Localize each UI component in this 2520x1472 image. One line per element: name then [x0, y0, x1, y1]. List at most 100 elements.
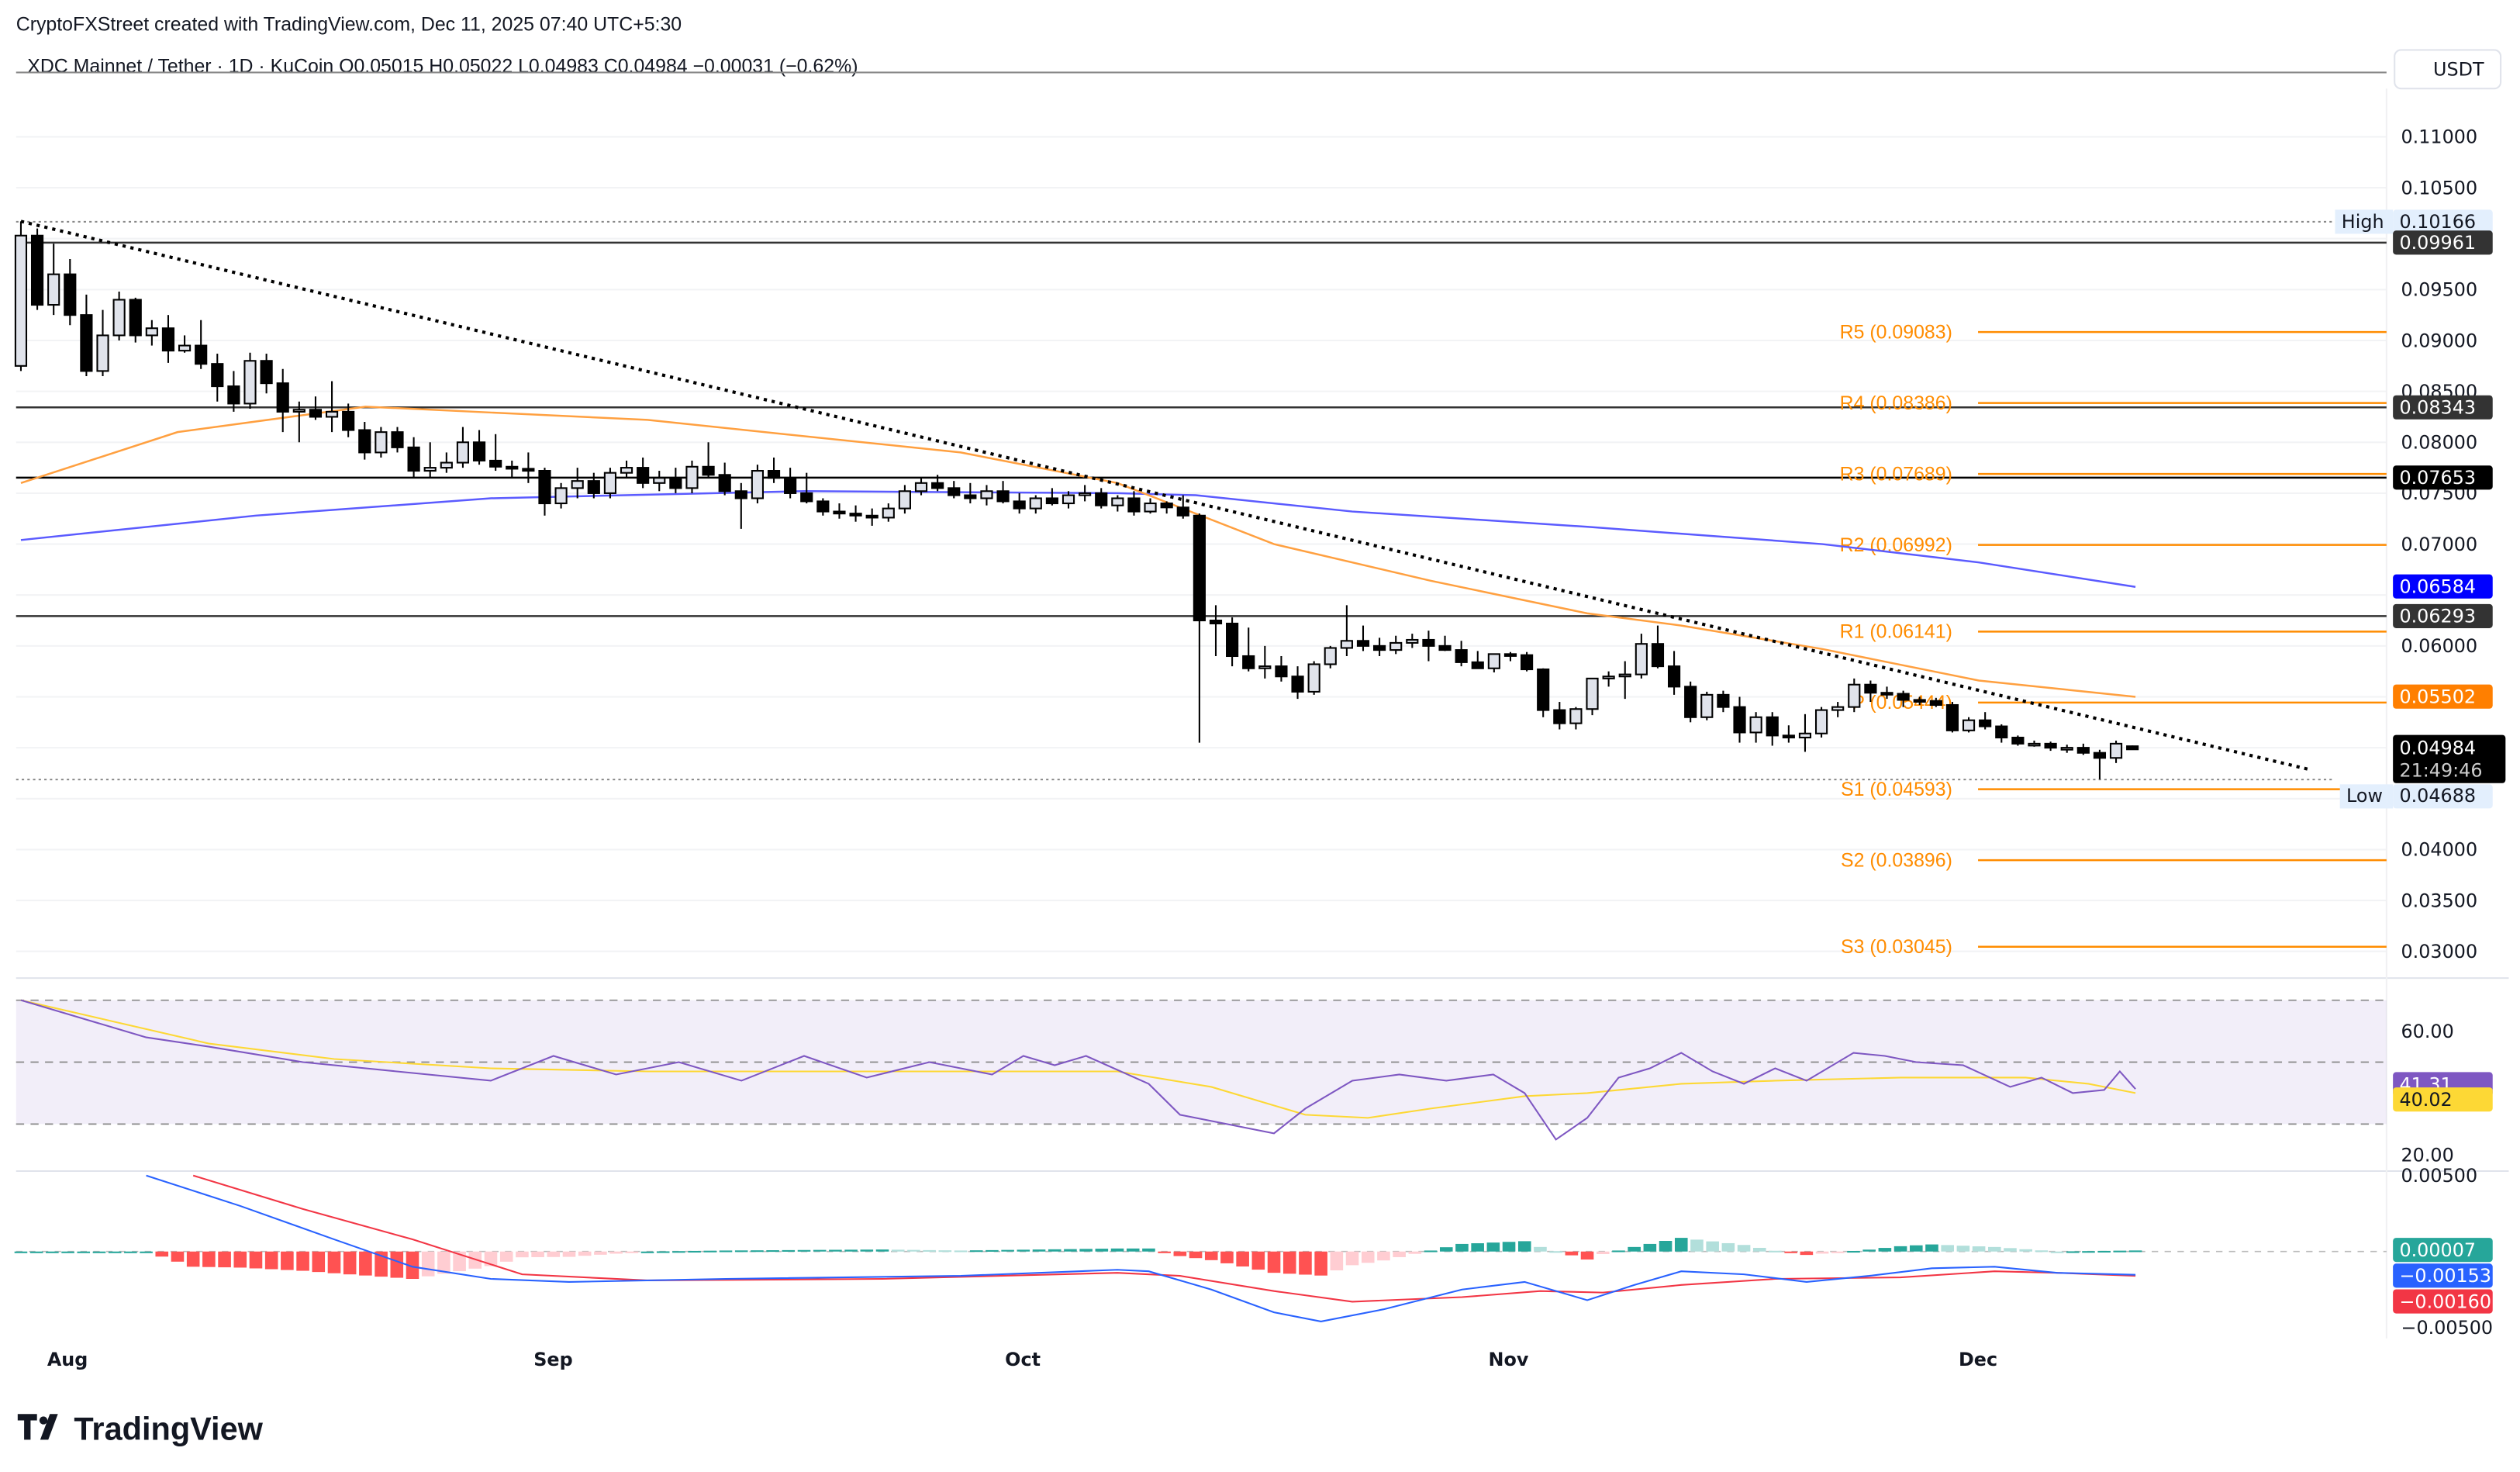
candle	[358, 422, 371, 460]
candle	[227, 371, 240, 412]
candle-body	[112, 299, 126, 337]
candle	[472, 430, 486, 465]
candle-body	[571, 480, 584, 489]
macd-histogram-bar	[1236, 1251, 1249, 1266]
candle-body	[47, 273, 60, 306]
candle-body	[472, 441, 486, 461]
candle	[1766, 712, 1779, 746]
macd-histogram-bar	[218, 1251, 231, 1268]
candle	[1602, 671, 1615, 687]
axes: 0.110000.105000.095000.090000.085000.080…	[47, 126, 2506, 1370]
candle	[1962, 717, 1976, 733]
macd-histogram-bar	[829, 1249, 842, 1252]
macd-histogram-bar	[1800, 1251, 1814, 1256]
candle-body	[1127, 497, 1141, 513]
macd-histogram-bar	[312, 1251, 326, 1273]
candle	[1193, 513, 1206, 743]
macd-histogram-bar	[359, 1251, 372, 1276]
candle-body	[1029, 497, 1042, 510]
macd-histogram-bar	[1674, 1238, 1688, 1252]
high-tag-bg	[2335, 209, 2394, 234]
macd-histogram-bar	[1204, 1251, 1218, 1260]
candle	[1356, 625, 1370, 651]
macd-histogram-bar	[1721, 1242, 1735, 1252]
macd-histogram-bar	[1517, 1241, 1531, 1252]
rsi-line	[20, 999, 2136, 1141]
pivot-label: R3 (0.07689)	[1840, 463, 1952, 485]
candle-body	[1193, 514, 1206, 622]
macd-histogram-bar	[954, 1250, 968, 1253]
level-badge-bg	[2393, 230, 2493, 255]
candle-body	[96, 334, 109, 372]
macd-histogram-bar	[1267, 1251, 1281, 1273]
candle-body	[1079, 492, 1092, 496]
candle	[64, 258, 77, 326]
date-tick-label: Oct	[1005, 1349, 1041, 1370]
candle	[1864, 680, 1877, 703]
candle-body	[1782, 734, 1795, 739]
currency-label: USDT	[2433, 59, 2484, 81]
candle	[1340, 605, 1353, 656]
candle	[276, 368, 289, 433]
currency-button[interactable]	[2394, 49, 2502, 90]
macd-histogram-bar	[1314, 1251, 1327, 1276]
ma-fast-badge-bg	[2393, 684, 2493, 709]
candle-body	[1749, 716, 1762, 734]
rsi-pane[interactable]	[16, 999, 2387, 1141]
macd-histogram-bar	[499, 1251, 513, 1262]
candle	[865, 508, 879, 526]
tradingview-logo[interactable]: TradingView	[17, 1410, 264, 1446]
candle	[1553, 702, 1566, 730]
macd-histogram-bar	[547, 1251, 561, 1257]
candle-body	[1422, 638, 1435, 647]
macd-histogram-bar	[844, 1249, 858, 1252]
candle	[195, 320, 208, 369]
macd-signal-line	[192, 1174, 2136, 1303]
macd-histogram-bar	[1408, 1251, 1422, 1254]
price-pane[interactable]: R5 (0.09083)R4 (0.08386)R3 (0.07689)R2 (…	[14, 219, 2387, 958]
candle	[1471, 651, 1484, 669]
macd-histogram-bar	[1377, 1251, 1390, 1261]
candle	[1897, 690, 1910, 707]
macd-histogram-bar	[2066, 1251, 2080, 1253]
candle-body	[1144, 503, 1157, 513]
candle-body	[1340, 640, 1353, 649]
macd-histogram-bar	[2035, 1250, 2049, 1253]
low-price-badge-bg	[2393, 784, 2493, 809]
macd-histogram-bar	[656, 1251, 670, 1253]
macd-histogram-bar	[1173, 1251, 1187, 1256]
candle	[1618, 661, 1631, 700]
macd-histogram-bar	[875, 1249, 889, 1252]
macd-line	[146, 1174, 2136, 1322]
candle-body	[1635, 643, 1648, 676]
candle	[1782, 725, 1795, 743]
candle-body	[30, 234, 44, 306]
candle	[1406, 634, 1419, 648]
level-badge-bg	[2393, 395, 2493, 420]
candle-body	[669, 477, 682, 489]
candle	[112, 291, 126, 340]
candle	[375, 427, 388, 458]
macd-histogram-bar	[1095, 1249, 1109, 1252]
candle-body	[1176, 506, 1189, 517]
macd-histogram-bar	[1596, 1251, 1610, 1254]
macd-histogram-bar	[1752, 1247, 1766, 1252]
candle-body	[2044, 742, 2057, 749]
candle-body	[195, 344, 208, 365]
macd-badge: −0.00160	[2399, 1291, 2491, 1312]
macd-pane[interactable]	[14, 1174, 2387, 1322]
candle-body	[227, 385, 240, 405]
candle-body	[1995, 725, 2008, 739]
macd-histogram-bar	[1079, 1249, 1093, 1252]
candle-body	[2126, 745, 2139, 751]
candle-body	[64, 273, 77, 316]
macd-histogram-bar	[1893, 1246, 1907, 1252]
candle-body	[145, 327, 158, 337]
macd-histogram-bar	[860, 1249, 874, 1252]
macd-histogram-bar	[1439, 1247, 1453, 1252]
candle-body	[1929, 700, 1942, 707]
candle-body	[1945, 703, 1959, 731]
candle-body	[129, 299, 142, 337]
rsi-tick-label: 60.00	[2401, 1021, 2454, 1042]
